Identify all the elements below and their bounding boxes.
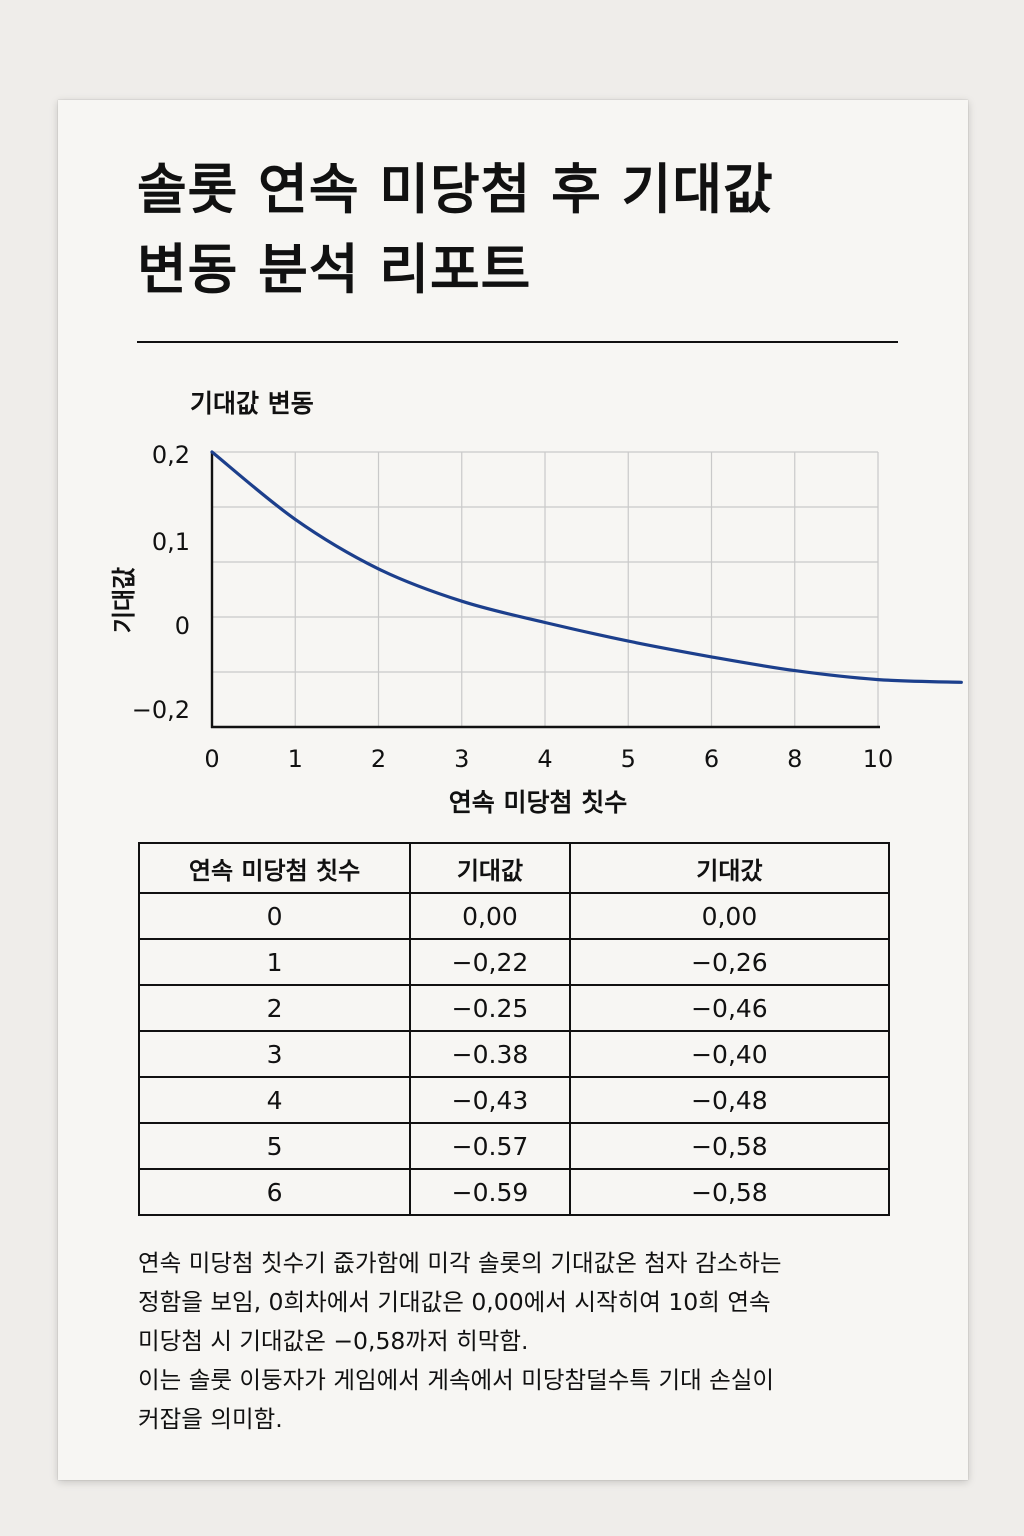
series-line (210, 450, 963, 684)
summary-line: 정함을 보임, 0희차에서 기대값은 0,00에서 시작히여 10희 연속 (138, 1288, 771, 1316)
table-cell: −0,43 (409, 1076, 571, 1124)
table-cell: 1 (137, 938, 412, 986)
table-cell: 4 (137, 1076, 412, 1124)
table-header-cell: 기대값 (409, 842, 571, 894)
table-cell: 5 (137, 1122, 412, 1170)
expected-value-table: 연속 미당첨 칫수 기대값 기대갔 0 0,00 0,00 1 −0,22 −0… (137, 842, 891, 1216)
report-title-line-1: 솔롯 연속 미당첨 후 기대값 (137, 158, 774, 221)
x-tick-label: 10 (863, 745, 894, 773)
x-tick-label: 6 (704, 745, 719, 773)
table-cell: 0,00 (568, 892, 891, 940)
y-tick-label: 0,1 (152, 528, 190, 556)
table-header-cell: 기대갔 (568, 842, 891, 894)
table-row: 6 −0.59 −0,58 (137, 1168, 891, 1216)
table-cell: −0,26 (568, 938, 891, 986)
table-row: 3 −0.38 −0,40 (137, 1030, 891, 1078)
table-row: 1 −0,22 −0,26 (137, 938, 891, 986)
y-axis-label: 기대값 (110, 567, 138, 633)
chart-title: 기대값 변동 (190, 389, 314, 418)
report-title: 솔롯 연속 미당첨 후 기대값 변동 분석 리포트 (137, 150, 917, 310)
x-tick-label: 5 (621, 745, 636, 773)
x-tick-label: 8 (787, 745, 802, 773)
x-tick-label: 2 (371, 745, 386, 773)
x-tick-label: 0 (204, 745, 219, 773)
table-cell: −0,22 (409, 938, 571, 986)
x-axis-label: 연속 미당첨 칫수 (449, 788, 627, 817)
table-row: 2 −0.25 −0,46 (137, 984, 891, 1032)
table-row: 0 0,00 0,00 (137, 892, 891, 940)
chart-tick-labels: 0 1 2 3 4 5 6 8 10 0,2 0,1 0 −0,2 (132, 441, 894, 773)
table-cell: 0,00 (409, 892, 571, 940)
table-cell: 0 (137, 892, 412, 940)
chart-axes (210, 452, 880, 729)
table-row: 4 −0,43 −0,48 (137, 1076, 891, 1124)
summary-line: 커잡을 의미함. (138, 1405, 283, 1433)
x-tick-label: 3 (454, 745, 469, 773)
y-tick-label: −0,2 (132, 696, 190, 724)
table-cell: 2 (137, 984, 412, 1032)
table-cell: −0.59 (409, 1168, 571, 1216)
table-header-cell: 연속 미당첨 칫수 (137, 842, 412, 894)
table-cell: −0.38 (409, 1030, 571, 1078)
report-title-line-2: 변동 분석 리포트 (137, 238, 532, 301)
table-cell: 3 (137, 1030, 412, 1078)
summary-text: 연속 미당첨 칫수기 즚가함에 미각 솔롯의 기대값온 첨자 감소하는 정함을 … (138, 1244, 898, 1439)
table-cell: −0,58 (568, 1168, 891, 1216)
table-cell: −0,46 (568, 984, 891, 1032)
chart-grid (212, 451, 879, 727)
x-tick-label: 4 (537, 745, 552, 773)
table-header-row: 연속 미당첨 칫수 기대값 기대갔 (137, 842, 891, 894)
x-tick-label: 1 (288, 745, 303, 773)
title-divider (137, 341, 898, 343)
report-paper (58, 100, 968, 1480)
summary-line: 이는 솔룻 이둥자가 게임에서 게속에서 미당참덜수특 기대 손실이 (138, 1366, 775, 1394)
y-tick-label: 0 (175, 612, 190, 640)
y-tick-label: 0,2 (152, 441, 190, 469)
summary-line: 연속 미당첨 칫수기 즚가함에 미각 솔롯의 기대값온 첨자 감소하는 (138, 1249, 782, 1277)
table-cell: −0.57 (409, 1122, 571, 1170)
chart-series (210, 450, 963, 684)
table-cell: −0.25 (409, 984, 571, 1032)
table-cell: −0,40 (568, 1030, 891, 1078)
table-cell: 6 (137, 1168, 412, 1216)
table-cell: −0,58 (568, 1122, 891, 1170)
table-row: 5 −0.57 −0,58 (137, 1122, 891, 1170)
table-cell: −0,48 (568, 1076, 891, 1124)
summary-line: 미당첨 시 기대값온 −0,58까저 히막함. (138, 1327, 529, 1355)
